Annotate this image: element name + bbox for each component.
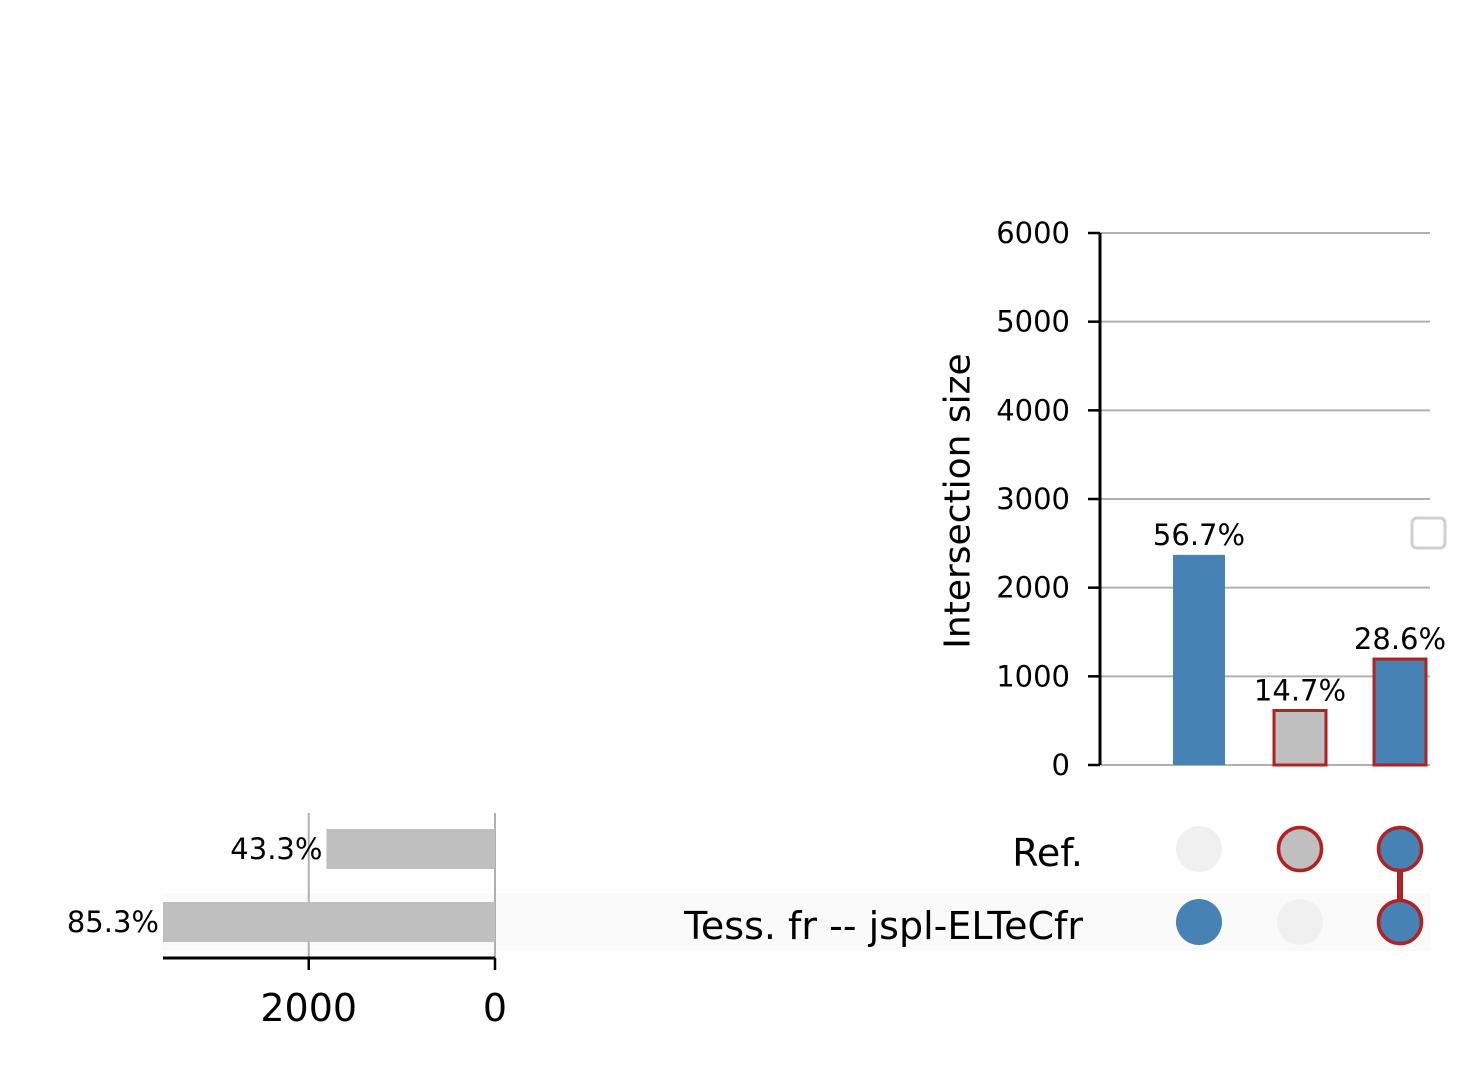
y-tick-label: 4000 xyxy=(996,393,1070,427)
intersection-bars xyxy=(1173,554,1428,767)
y-tick-label: 5000 xyxy=(996,305,1070,339)
matrix-dot-active xyxy=(1376,898,1424,946)
set-size-bars xyxy=(163,829,495,942)
set-name: Tess. fr -- jspl-ELTeCfr xyxy=(683,904,1083,948)
set-size-bar xyxy=(326,829,495,869)
intersection-bar-label: 28.6% xyxy=(1354,622,1446,656)
set-name: Ref. xyxy=(1012,831,1083,875)
y-tick-label: 3000 xyxy=(996,482,1070,516)
matrix-dot-active xyxy=(1376,825,1424,873)
matrix-dot-inactive xyxy=(1277,899,1323,945)
set-size-label: 43.3% xyxy=(230,832,322,866)
set-size-bar xyxy=(163,902,495,942)
x-tick-label: 2000 xyxy=(260,986,357,1030)
intersection-bar-label: 56.7% xyxy=(1153,518,1245,552)
y-tick-label: 0 xyxy=(1052,748,1070,782)
legend-box xyxy=(1410,516,1447,550)
intersection-bar-label: 14.7% xyxy=(1254,673,1346,707)
y-tick-label: 6000 xyxy=(996,216,1070,250)
intersection-bar xyxy=(1372,657,1428,767)
set-size-label: 85.3% xyxy=(67,905,159,939)
matrix-dot-active xyxy=(1276,825,1324,873)
y-axis-title: Intersection size xyxy=(938,353,979,648)
x-tick-label: 0 xyxy=(483,986,507,1030)
intersection-bar xyxy=(1272,708,1328,767)
intersection-bar xyxy=(1173,554,1225,765)
y-tick-label: 2000 xyxy=(996,571,1070,605)
y-tick-label: 1000 xyxy=(996,659,1070,693)
membership-matrix xyxy=(1176,825,1424,946)
matrix-dot-active xyxy=(1176,899,1222,945)
chart-labels: 0 1000 2000 3000 4000 5000 6000 Intersection si… xyxy=(67,216,1446,1030)
matrix-dot-inactive xyxy=(1176,826,1222,872)
axes xyxy=(163,231,1102,970)
